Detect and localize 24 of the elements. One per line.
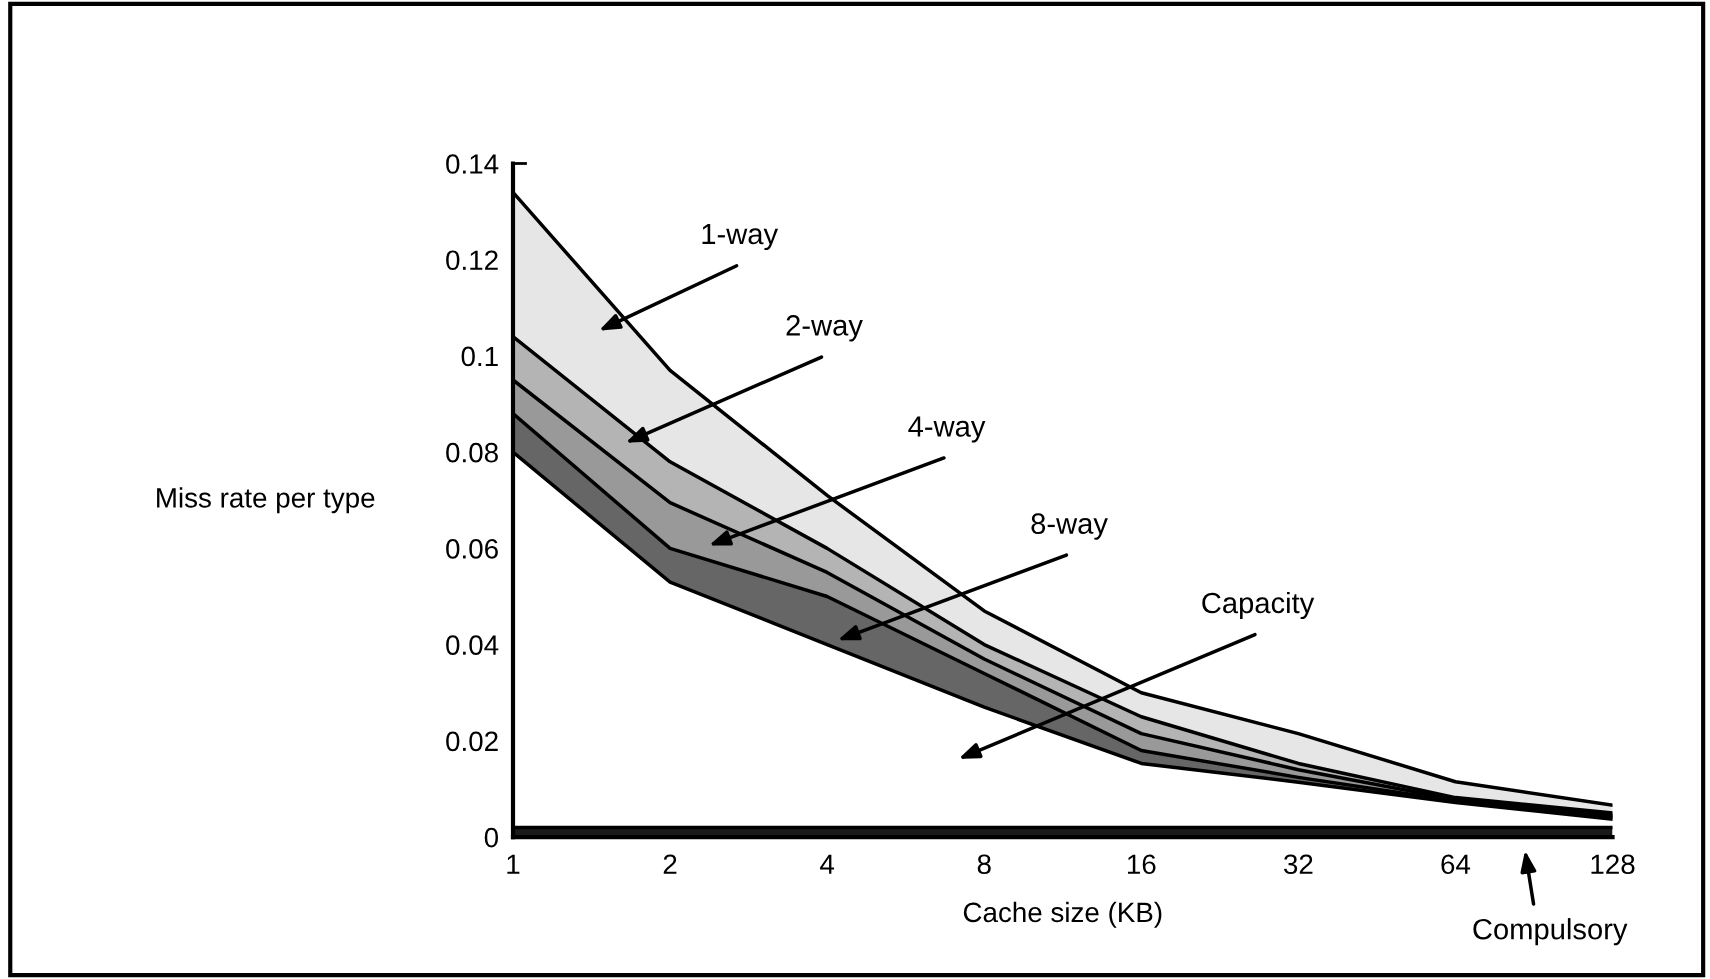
text: Compulsory bbox=[1473, 918, 1628, 946]
y-axis-title: Miss rate per type bbox=[157, 487, 375, 514]
x-tick-label: 4 bbox=[820, 854, 835, 874]
y-tick-label: 0.04 bbox=[446, 635, 499, 655]
x-tick-label: 64 bbox=[1441, 854, 1471, 875]
y-tick-label: 0.14 bbox=[446, 154, 499, 174]
x-tick-label: 1 bbox=[507, 854, 520, 874]
annotation: 4-way bbox=[908, 416, 986, 443]
y-tick-label: 0.08 bbox=[446, 442, 498, 463]
y-tick-label: 0.12 bbox=[446, 250, 498, 271]
x-tick-label: 2 bbox=[663, 854, 677, 874]
x-axis-title: Cache size (KB) bbox=[963, 901, 1162, 928]
y-tick-label: 0.1 bbox=[461, 346, 498, 367]
x-tick-label: 8 bbox=[977, 854, 991, 875]
y-tick-label: 0 bbox=[484, 827, 499, 848]
x-tick-label: 128 bbox=[1591, 854, 1635, 875]
y-tick-label: 0.06 bbox=[446, 539, 498, 559]
annotation: 2-way bbox=[786, 315, 863, 342]
annotation: 8-way bbox=[1031, 513, 1108, 540]
annotation: 1-way bbox=[702, 223, 779, 251]
x-tick-label: 16 bbox=[1127, 854, 1156, 875]
x-tick-label: 32 bbox=[1283, 854, 1313, 875]
annotation: Capacity bbox=[1202, 591, 1315, 620]
y-tick-label: 0.02 bbox=[446, 731, 498, 752]
